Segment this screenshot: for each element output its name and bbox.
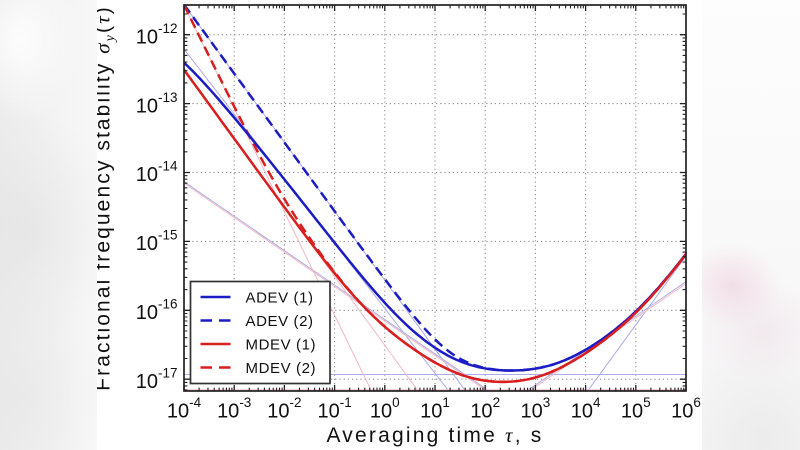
svg-text:MDEV (1): MDEV (1) <box>246 336 317 353</box>
svg-text:10-12: 10-12 <box>136 21 178 49</box>
svg-text:10-13: 10-13 <box>136 90 178 118</box>
svg-text:103: 103 <box>521 395 551 423</box>
svg-text:ADEV (2): ADEV (2) <box>246 313 314 330</box>
svg-text:Averaging time τ, s: Averaging time τ, s <box>326 423 543 447</box>
svg-text:10-17: 10-17 <box>136 365 178 393</box>
svg-text:105: 105 <box>621 395 651 423</box>
svg-text:10-2: 10-2 <box>267 395 301 423</box>
svg-text:10-4: 10-4 <box>167 395 202 423</box>
svg-text:10-15: 10-15 <box>136 228 178 256</box>
svg-text:MDEV (2): MDEV (2) <box>246 360 317 377</box>
svg-text:106: 106 <box>671 395 701 423</box>
svg-text:102: 102 <box>470 395 500 423</box>
svg-text:10-3: 10-3 <box>217 395 251 423</box>
svg-text:10-1: 10-1 <box>317 395 351 423</box>
svg-text:10-14: 10-14 <box>136 159 178 187</box>
svg-text:101: 101 <box>420 395 450 423</box>
svg-text:10-16: 10-16 <box>136 297 178 325</box>
svg-text:104: 104 <box>571 395 601 423</box>
svg-text:100: 100 <box>370 395 400 423</box>
svg-text:ADEV (1): ADEV (1) <box>246 289 314 306</box>
